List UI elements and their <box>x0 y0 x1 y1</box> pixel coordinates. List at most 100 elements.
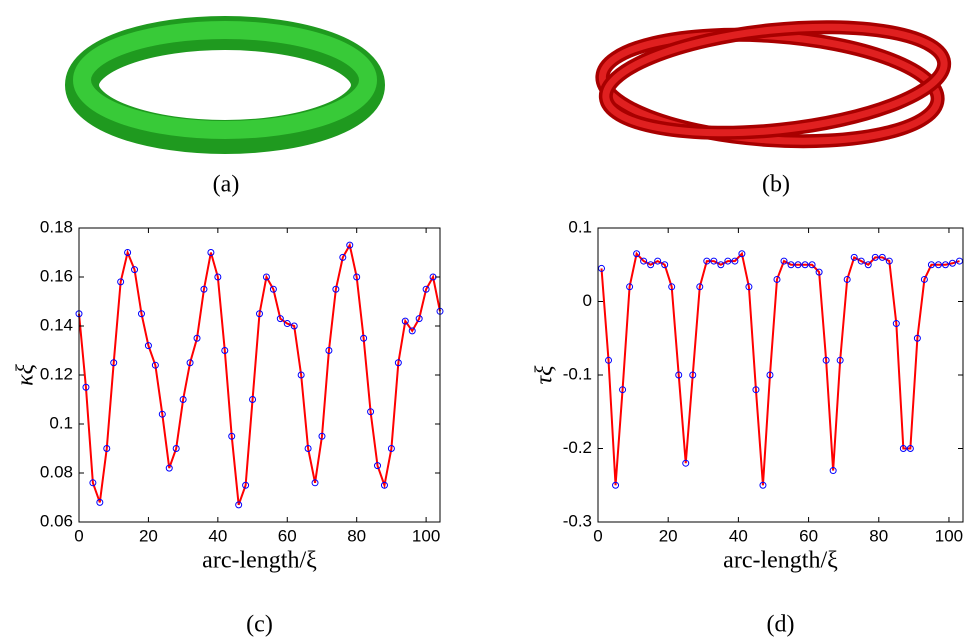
data-point <box>773 275 781 283</box>
data-point <box>948 259 956 267</box>
x-tick-label: 100 <box>412 526 440 545</box>
data-point <box>717 261 725 269</box>
data-point <box>605 356 613 364</box>
data-point <box>110 359 118 367</box>
data-point <box>913 334 921 342</box>
data-point <box>731 257 739 265</box>
data-point <box>801 261 809 269</box>
data-point <box>422 285 430 293</box>
data-point <box>387 445 395 452</box>
data-point <box>885 257 893 265</box>
data-point <box>353 273 361 281</box>
x-tick-label: 20 <box>659 526 678 545</box>
data-point <box>318 432 326 440</box>
green-tube-render <box>65 16 385 154</box>
data-point <box>647 261 655 269</box>
data-point <box>843 275 851 283</box>
data-point <box>640 257 648 265</box>
data-point <box>200 285 208 293</box>
data-point <box>394 359 402 367</box>
data-point <box>626 283 634 291</box>
data-point <box>89 479 97 487</box>
data-point <box>689 371 697 379</box>
data-point <box>256 310 263 318</box>
data-point <box>401 317 409 325</box>
x-tick-label: 80 <box>869 526 888 545</box>
data-point <box>228 432 236 440</box>
data-point <box>920 275 928 283</box>
x-tick-label: 0 <box>593 526 602 545</box>
data-point <box>836 356 844 364</box>
data-point <box>290 322 298 330</box>
data-point <box>710 257 718 265</box>
x-axis-label: arc-length/ξ <box>202 548 317 574</box>
data-point <box>325 347 333 354</box>
data-point <box>82 383 90 391</box>
data-point <box>815 268 823 276</box>
fit-line <box>78 242 441 506</box>
x-tick-label: 40 <box>729 526 748 545</box>
x-tick-label: 100 <box>935 526 963 545</box>
data-point <box>165 464 173 472</box>
data-point <box>179 396 187 403</box>
data-point <box>144 342 152 350</box>
y-tick-label: 0.18 <box>40 217 73 236</box>
panel-caption: (d) <box>767 612 795 638</box>
data-point <box>186 359 194 367</box>
data-point <box>766 371 774 379</box>
data-point <box>96 498 104 506</box>
data-point <box>745 283 753 291</box>
data-point <box>682 459 690 467</box>
y-tick-label: -0.2 <box>563 438 592 457</box>
data-point <box>235 501 243 509</box>
data-point <box>759 481 767 489</box>
data-point <box>927 261 935 269</box>
data-point <box>661 261 669 269</box>
data-point <box>297 371 305 379</box>
data-point <box>214 273 222 281</box>
data-point <box>850 253 858 261</box>
x-tick-label: 60 <box>799 526 818 545</box>
data-point <box>242 481 250 489</box>
data-point <box>131 266 139 274</box>
y-tick-label: 0.08 <box>40 462 73 481</box>
y-tick-label: -0.3 <box>563 511 592 530</box>
y-tick-label: 0.1 <box>568 217 592 236</box>
data-point <box>878 253 886 261</box>
data-point <box>808 261 816 269</box>
data-point <box>151 361 159 369</box>
y-tick-label: -0.1 <box>563 364 592 383</box>
data-point <box>703 257 711 265</box>
red-tube-render <box>595 20 952 149</box>
data-point <box>304 445 312 452</box>
x-tick-label: 40 <box>208 526 227 545</box>
fit-line <box>600 251 960 486</box>
data-point <box>207 249 215 256</box>
data-point <box>654 257 662 265</box>
data-point <box>899 445 907 452</box>
x-tick-label: 0 <box>74 526 83 545</box>
data-point <box>829 467 837 475</box>
data-point <box>262 273 270 281</box>
data-point <box>633 250 641 258</box>
data-point <box>103 445 111 452</box>
data-point <box>871 253 879 261</box>
data-point <box>941 261 949 269</box>
data-point <box>193 334 201 342</box>
y-tick-label: 0.06 <box>40 511 73 530</box>
data-point <box>612 481 620 489</box>
data-point <box>346 241 354 249</box>
panel-caption: (b) <box>762 172 790 198</box>
y-tick-label: 0.14 <box>40 315 73 334</box>
y-tick-label: 0.16 <box>40 266 73 285</box>
data-point <box>276 315 284 323</box>
panel-caption: (c) <box>246 612 273 638</box>
data-point <box>598 264 606 272</box>
y-tick-label: 0.12 <box>40 364 73 383</box>
data-point <box>955 257 963 265</box>
data-point <box>367 408 375 416</box>
data-point <box>675 371 683 379</box>
y-tick-label: 0 <box>583 291 592 310</box>
y-axis-label: κξ <box>13 363 39 386</box>
